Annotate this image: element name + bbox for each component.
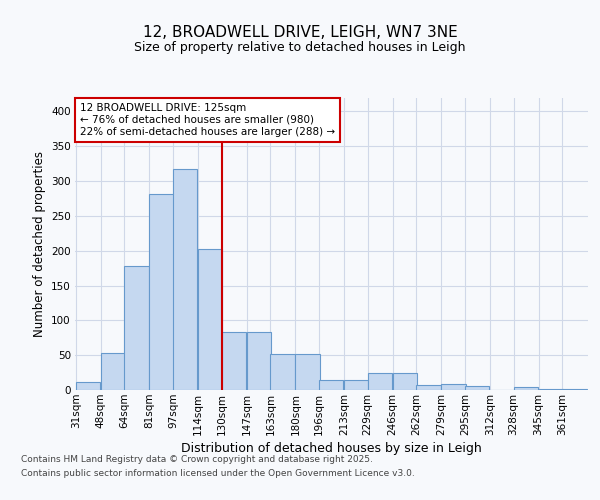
Bar: [247, 332, 271, 390]
Bar: [198, 248, 223, 390]
Bar: [173, 169, 197, 390]
Bar: [368, 374, 392, 390]
Bar: [295, 354, 320, 390]
Bar: [514, 386, 538, 390]
Bar: [221, 332, 246, 390]
Bar: [392, 374, 417, 390]
Bar: [319, 380, 343, 390]
Text: 12, BROADWELL DRIVE, LEIGH, WN7 3NE: 12, BROADWELL DRIVE, LEIGH, WN7 3NE: [143, 25, 457, 40]
Bar: [465, 386, 489, 390]
Text: 12 BROADWELL DRIVE: 125sqm
← 76% of detached houses are smaller (980)
22% of sem: 12 BROADWELL DRIVE: 125sqm ← 76% of deta…: [80, 104, 335, 136]
Text: Size of property relative to detached houses in Leigh: Size of property relative to detached ho…: [134, 41, 466, 54]
Bar: [76, 382, 100, 390]
Y-axis label: Number of detached properties: Number of detached properties: [32, 151, 46, 337]
Bar: [124, 266, 149, 390]
X-axis label: Distribution of detached houses by size in Leigh: Distribution of detached houses by size …: [181, 442, 482, 455]
Bar: [344, 380, 368, 390]
Bar: [416, 385, 440, 390]
Bar: [442, 384, 466, 390]
Bar: [271, 354, 295, 390]
Bar: [149, 194, 174, 390]
Bar: [101, 353, 125, 390]
Text: Contains public sector information licensed under the Open Government Licence v3: Contains public sector information licen…: [21, 469, 415, 478]
Text: Contains HM Land Registry data © Crown copyright and database right 2025.: Contains HM Land Registry data © Crown c…: [21, 456, 373, 464]
Bar: [539, 388, 563, 390]
